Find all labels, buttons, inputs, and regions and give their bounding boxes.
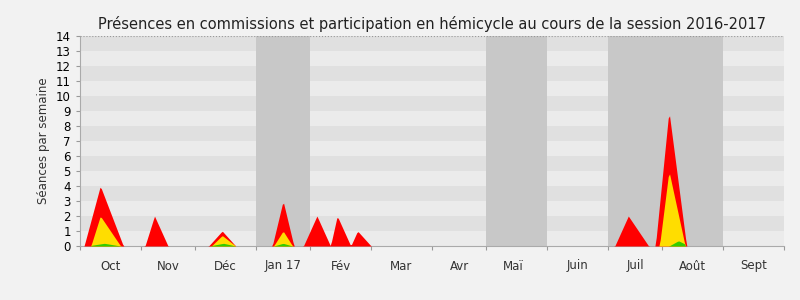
- Bar: [608, 36, 662, 246]
- Text: Avr: Avr: [450, 260, 469, 272]
- Bar: [80, 66, 784, 81]
- Text: Août: Août: [679, 260, 706, 272]
- Bar: [80, 51, 784, 66]
- Text: Nov: Nov: [157, 260, 179, 272]
- Bar: [80, 141, 784, 156]
- Text: Jan 17: Jan 17: [265, 260, 302, 272]
- Bar: [486, 36, 547, 246]
- Text: Déc: Déc: [214, 260, 237, 272]
- Bar: [80, 156, 784, 171]
- Bar: [662, 36, 723, 246]
- Bar: [80, 81, 784, 96]
- Bar: [80, 126, 784, 141]
- Y-axis label: Séances par semaine: Séances par semaine: [38, 78, 50, 204]
- Title: Présences en commissions et participation en hémicycle au cours de la session 20: Présences en commissions et participatio…: [98, 16, 766, 32]
- Bar: [80, 186, 784, 201]
- Text: Oct: Oct: [100, 260, 121, 272]
- Bar: [256, 36, 310, 246]
- Bar: [80, 111, 784, 126]
- Bar: [80, 171, 784, 186]
- Text: Mar: Mar: [390, 260, 413, 272]
- Text: Juil: Juil: [626, 260, 644, 272]
- Text: Fév: Fév: [330, 260, 350, 272]
- Text: Juin: Juin: [566, 260, 589, 272]
- Text: Maï: Maï: [503, 260, 524, 272]
- Bar: [80, 36, 784, 51]
- Bar: [80, 201, 784, 216]
- Bar: [80, 96, 784, 111]
- Bar: [80, 216, 784, 231]
- Text: Sept: Sept: [740, 260, 767, 272]
- Bar: [80, 231, 784, 246]
